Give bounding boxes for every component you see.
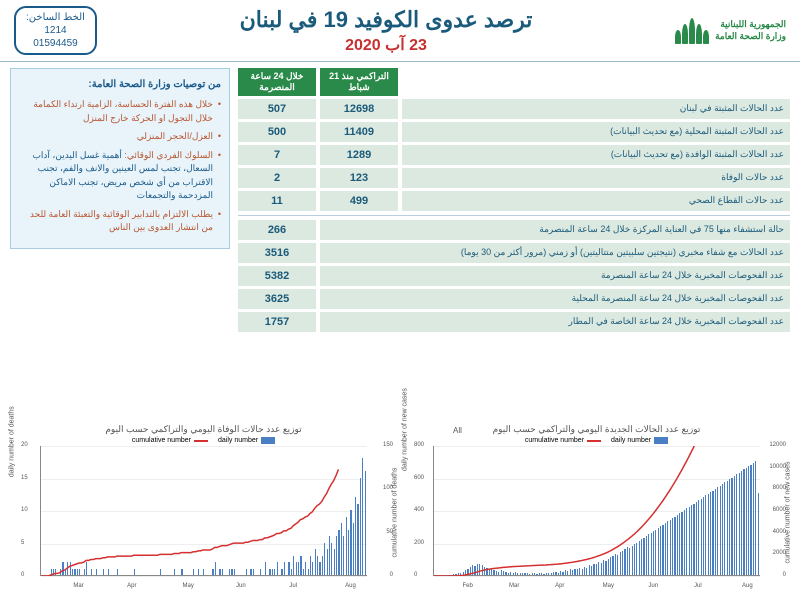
header: الجمهورية اللبنانية وزارة الصحة العامة ت… [0,0,800,62]
rec-item: السلوك الفردي الوقائي: أهمية غسل اليدين،… [19,149,221,203]
logo-section: الجمهورية اللبنانية وزارة الصحة العامة [675,18,786,44]
chart-legend: daily number cumulative number [10,437,397,444]
table-row: عدد الفحوصات المخبرية خلال 24 ساعة المنص… [238,266,790,286]
cases-chart: توزيع عدد الحالات الجديدة اليومي والتراك… [403,424,790,594]
th-cumulative: التراكمي منذ 21 شباط [320,68,398,96]
cedar-logo-icon [675,18,709,44]
recommendations-box: من توصيات وزارة الصحة العامة: خلال هذه ا… [10,68,230,249]
th-24h: خلال 24 ساعة المنصرمة [238,68,316,96]
table-row: عدد الفحوصات المخبرية خلال 24 ساعة المنص… [238,289,790,309]
hotline-box: الخط الساخن: 1214 01594459 [14,6,97,55]
table-row: عدد حالات القطاع الصحي49911 [238,191,790,211]
table-row: عدد حالات الوفاة1232 [238,168,790,188]
deaths-chart: توزيع عدد حالات الوفاة اليومي والتراكمي … [10,424,397,594]
rec-item: خلال هذه الفترة الحساسة، الزامية ارتداء … [19,98,221,125]
stats-column: التراكمي منذ 21 شباط خلال 24 ساعة المنصر… [238,68,790,335]
table-row: عدد الفحوصات المخبرية خلال 24 ساعة الخاص… [238,312,790,332]
report-date: 23 آب 2020 [240,35,533,55]
rec-item: يطلب الالتزام بالتدابير الوقائية والتعبئ… [19,208,221,235]
chart-legend: daily number cumulative number [403,437,790,444]
table-row: عدد الحالات مع شفاء مخبري (نتيجتين سلبيت… [238,243,790,263]
org-name: الجمهورية اللبنانية وزارة الصحة العامة [715,19,786,42]
table-row: عدد الحالات المثبتة في لبنان12698507 [238,99,790,119]
title-block: ترصد عدوى الكوفيد 19 في لبنان 23 آب 2020 [240,7,533,55]
recommendations-column: من توصيات وزارة الصحة العامة: خلال هذه ا… [10,68,230,335]
page-title: ترصد عدوى الكوفيد 19 في لبنان [240,7,533,33]
rec-item: العزل/الحجر المنزلي [19,130,221,144]
table-row: حالة استشفاء منها 75 في العناية المركزة … [238,220,790,240]
table-row: عدد الحالات المثبتة المحلية (مع تحديث ال… [238,122,790,142]
table-row: عدد الحالات المثبتة الوافدة (مع تحديث ال… [238,145,790,165]
recs-title: من توصيات وزارة الصحة العامة: [19,77,221,92]
